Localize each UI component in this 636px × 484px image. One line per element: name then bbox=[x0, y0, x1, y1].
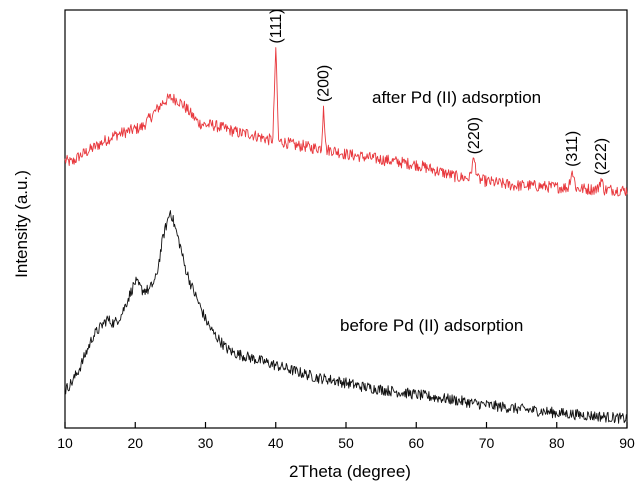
before-adsorption-label: before Pd (II) adsorption bbox=[340, 316, 523, 335]
x-axis-title: 2Theta (degree) bbox=[289, 462, 411, 481]
series-before-adsorption-line bbox=[64, 210, 628, 424]
x-tick-label: 40 bbox=[268, 435, 284, 451]
x-tick-label: 90 bbox=[619, 435, 635, 451]
plot-frame bbox=[64, 9, 628, 429]
peak-label: (222) bbox=[593, 138, 610, 175]
x-tick-label: 20 bbox=[127, 435, 143, 451]
after-adsorption-label: after Pd (II) adsorption bbox=[372, 88, 541, 107]
peak-label: (111) bbox=[268, 9, 285, 44]
x-axis-ticks: 10 20 30 40 50 60 70 80 90 bbox=[57, 422, 635, 451]
x-tick-label: 60 bbox=[408, 435, 424, 451]
series-after-adsorption-line bbox=[64, 47, 628, 197]
y-axis-title: Intensity (a.u.) bbox=[12, 170, 31, 278]
x-tick-label: 50 bbox=[338, 435, 354, 451]
peak-label: (311) bbox=[564, 131, 581, 167]
peak-label: (200) bbox=[316, 65, 333, 102]
peak-labels: (111) (200) (220) (311) (222) bbox=[268, 9, 610, 176]
peak-label: (220) bbox=[466, 117, 483, 154]
x-tick-label: 70 bbox=[479, 435, 495, 451]
series-layer bbox=[64, 47, 628, 424]
x-tick-label: 10 bbox=[57, 435, 73, 451]
x-tick-label: 80 bbox=[549, 435, 565, 451]
x-tick-label: 30 bbox=[198, 435, 214, 451]
